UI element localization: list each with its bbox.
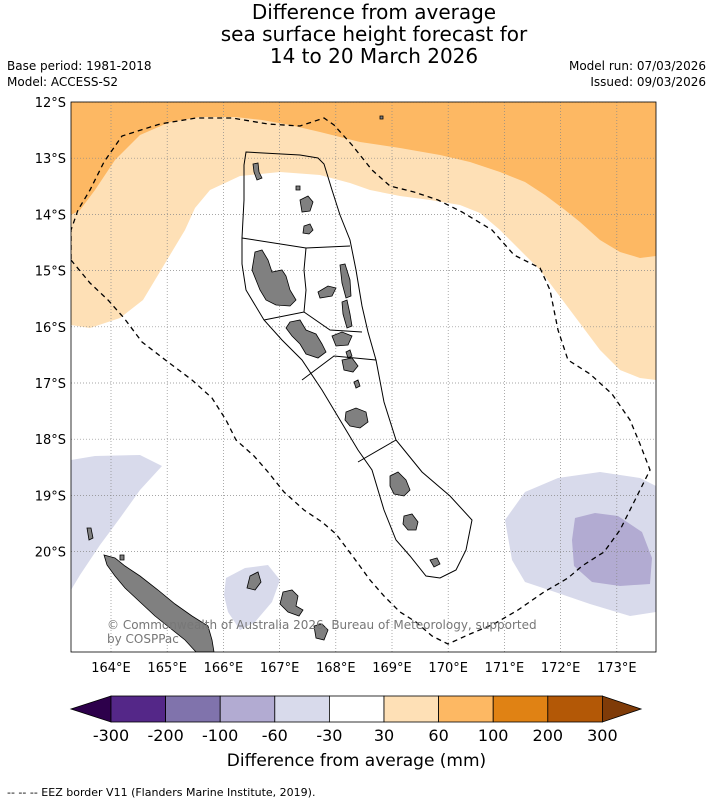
vanuatu-efate (344, 407, 369, 429)
lon-tick-label: 164°E (91, 661, 131, 676)
colorbar-tick-label: -100 (202, 726, 239, 745)
colorbar-tick-label: -300 (92, 726, 130, 745)
anomaly-neg30-west-region (71, 455, 162, 590)
vanuatu-tanna (402, 513, 419, 531)
title-line-3: 14 to 20 March 2026 (269, 44, 479, 68)
province-boundaries (241, 151, 473, 579)
issued-date: Issued: 09/03/2026 (590, 75, 706, 89)
lat-tick-label: 17°S (35, 377, 66, 392)
copyright-line-2: by COSPPac (107, 632, 179, 646)
islet-1 (86, 527, 94, 541)
lon-tick-label: 168°E (316, 661, 356, 676)
colorbar-tick-label: 300 (587, 726, 618, 745)
lon-tick-label: 169°E (372, 661, 412, 676)
lat-tick-label: 20°S (35, 546, 66, 561)
model-name: Model: ACCESS-S2 (7, 75, 119, 89)
lon-tick-label: 165°E (147, 661, 187, 676)
lon-tick-label: 171°E (485, 661, 525, 676)
vanuatu-outline (241, 151, 473, 579)
lat-tick-label: 19°S (35, 489, 66, 504)
lon-tick-label: 166°E (204, 661, 244, 676)
loyalty-island-3 (246, 571, 262, 591)
anomaly-60-100-region (71, 102, 656, 258)
boundary-malampa-shefa (301, 355, 377, 381)
loyalty-island-2 (313, 623, 329, 641)
colorbar-tick-label: -60 (261, 726, 288, 745)
colorbar-arrow-right (602, 695, 643, 723)
lon-tick-label: 170°E (428, 661, 468, 676)
map-area (71, 102, 656, 652)
title-line-2: sea surface height forecast for (220, 22, 528, 46)
lon-tick-label: 172°E (541, 661, 581, 676)
axis-ticks: 12°S 13°S 14°S 15°S 16°S 17°S 18°S 19°S 20°S 164°… (35, 96, 637, 676)
colorbar (69, 695, 643, 723)
lon-tick-label: 167°E (260, 661, 300, 676)
colorbar-segment (492, 695, 549, 723)
vanuatu-islet-b (379, 115, 384, 120)
lat-tick-label: 16°S (35, 321, 66, 336)
islet-2 (119, 554, 125, 561)
eez-border (71, 117, 651, 645)
colorbar-segment (274, 695, 330, 723)
colorbar-tick-label: 30 (373, 726, 395, 745)
boundary-sanma-penama (303, 247, 307, 313)
vanuatu-espiritu-santo (251, 249, 297, 307)
colorbar-segment (328, 695, 385, 723)
vanuatu-shepherds (353, 379, 361, 389)
lat-tick-label: 14°S (35, 208, 66, 223)
vanuatu-gaua (299, 195, 314, 213)
vanuatu-islet-a (295, 185, 301, 191)
colorbar-tick-label: 100 (477, 726, 509, 745)
boundary-shefa-tafea (357, 439, 397, 463)
vanuatu-pentecost (341, 299, 353, 329)
lon-tick-label: 173°E (597, 661, 637, 676)
lat-tick-label: 15°S (35, 265, 66, 280)
colorbar-tick-label: 60 (428, 726, 449, 745)
new-caledonia-main (103, 554, 215, 652)
vanuatu-vanua-lava (302, 223, 314, 235)
boundary-sanma-malampa (263, 311, 363, 333)
vanuatu-paama-lopevi (345, 349, 353, 359)
colorbar-title: Difference from average (mm) (226, 751, 487, 771)
map-frame (70, 101, 657, 653)
colorbar-segment (438, 695, 494, 723)
colorbar-arrow-left (69, 695, 112, 723)
model-run: Model run: 07/03/2026 (568, 59, 706, 73)
copyright-line-1: © Commonwealth of Australia 2026, Bureau… (107, 618, 537, 632)
lat-tick-label: 13°S (35, 152, 66, 167)
base-period: Base period: 1981-2018 (7, 59, 152, 73)
vanuatu-aoba (317, 285, 337, 299)
colorbar-segment (383, 695, 439, 723)
colorbar-segment (165, 695, 221, 723)
vanuatu-torres-islands (252, 162, 263, 181)
colorbar-tick-label: -30 (316, 726, 343, 745)
vanuatu-malekula (285, 319, 327, 359)
footer-eez-note: -- -- -- EEZ border V11 (Flanders Marine… (7, 786, 316, 799)
anomaly-neg30-south-region (224, 565, 280, 630)
vanuatu-aneityum (429, 557, 441, 568)
vanuatu-erromango (389, 471, 411, 497)
colorbar-segment (547, 695, 603, 723)
lat-tick-label: 18°S (35, 433, 66, 448)
land-areas (86, 115, 441, 652)
vanuatu-epi (341, 357, 359, 373)
anomaly-neg60-east-region (572, 513, 652, 586)
loyalty-island-1 (279, 589, 304, 617)
vanuatu-maewo (339, 263, 352, 299)
colorbar-segment (219, 695, 276, 723)
colorbar-tick-label: 200 (532, 726, 564, 745)
vanuatu-ambrym (331, 331, 353, 347)
title-line-1: Difference from average (251, 0, 497, 24)
lat-tick-label: 12°S (35, 96, 66, 111)
colorbar-tick-label: -200 (147, 726, 184, 745)
colorbar-segment (110, 695, 166, 723)
